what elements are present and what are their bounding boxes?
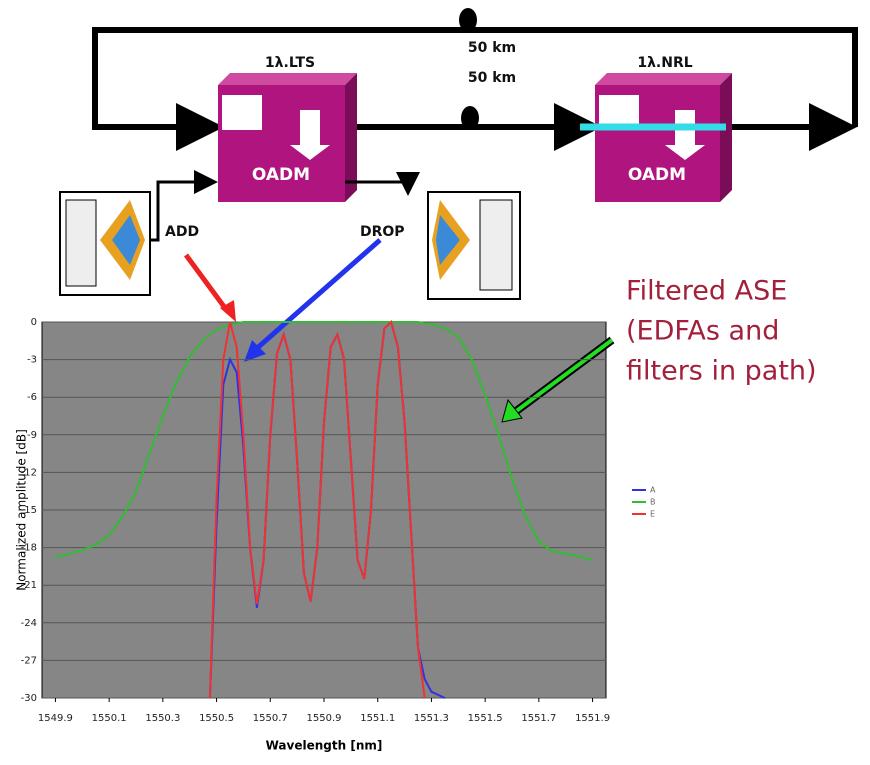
x-tick-label: 1550.5	[199, 713, 234, 724]
y-tick-label: -6	[27, 392, 37, 403]
port-label: ADD	[165, 224, 199, 240]
legend-label: A	[650, 486, 656, 495]
annotation: filters in path)	[626, 356, 817, 387]
fiber-coil	[461, 106, 479, 130]
x-tick-label: 1551.5	[468, 713, 503, 724]
series-line	[208, 320, 426, 699]
link-label: 50 km	[468, 70, 516, 86]
y-tick-label: -21	[21, 580, 37, 591]
port-label: DROP	[360, 224, 405, 240]
mux	[59, 170, 218, 296]
arrow-head	[244, 340, 266, 362]
x-tick-label: 1551.1	[360, 713, 395, 724]
y-tick-label: -9	[27, 430, 37, 441]
x-tick-label: 1550.7	[253, 713, 288, 724]
x-tick-label: 1549.9	[38, 713, 73, 724]
node-label: OADM	[252, 165, 310, 185]
y-axis-title: Normalized amplitude [dB]	[15, 429, 29, 591]
arrow	[253, 238, 382, 352]
oadm-node: 1λ.LTS OADM	[218, 55, 357, 202]
y-tick-label: -24	[21, 618, 37, 629]
oadm-node: 1λ.NRL OADM	[580, 55, 732, 202]
fiber-coil	[459, 8, 477, 32]
x-tick-label: 1551.9	[575, 713, 610, 724]
y-tick-label: -27	[21, 655, 37, 666]
series-line	[55, 321, 593, 562]
arrow-head	[220, 300, 236, 322]
annotation: Filtered ASE	[626, 276, 787, 307]
y-tick-label: -30	[21, 693, 37, 704]
y-tick-label: 0	[31, 317, 37, 328]
arrow	[183, 253, 231, 314]
x-tick-label: 1550.3	[145, 713, 180, 724]
legend-label: E	[650, 510, 655, 519]
y-tick-label: -3	[27, 355, 37, 366]
y-tick-label: -12	[21, 467, 37, 478]
x-tick-label: 1550.1	[92, 713, 127, 724]
arrow	[513, 338, 614, 414]
y-tick-label: -18	[21, 543, 37, 554]
node-label: OADM	[628, 165, 686, 185]
x-tick-label: 1551.3	[414, 713, 449, 724]
arrow-head	[501, 398, 523, 423]
link-label: 50 km	[468, 40, 516, 56]
node-title: 1λ.NRL	[637, 55, 692, 71]
annotation: (EDFAs and	[626, 316, 779, 347]
x-tick-label: 1551.7	[521, 713, 556, 724]
x-tick-label: 1550.9	[307, 713, 342, 724]
legend-label: B	[650, 498, 656, 507]
node-title: 1λ.LTS	[265, 55, 315, 71]
x-axis-title: Wavelength [nm]	[266, 739, 383, 753]
demux	[345, 172, 521, 300]
y-tick-label: -15	[21, 505, 37, 516]
